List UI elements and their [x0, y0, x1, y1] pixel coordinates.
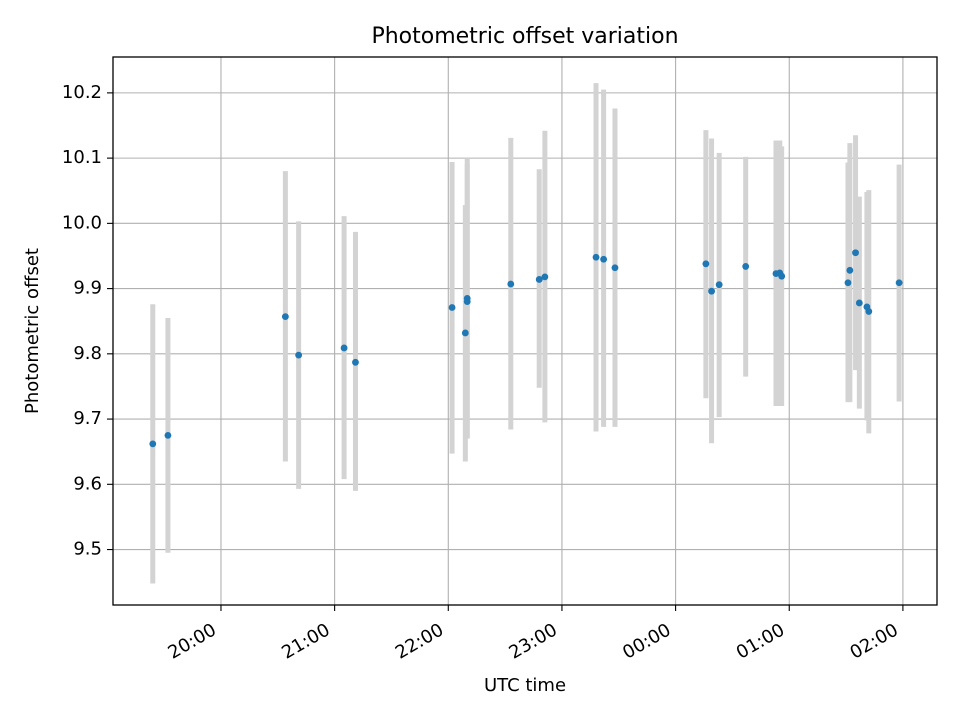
x-axis-title: UTC time: [484, 675, 566, 696]
data-point: [855, 299, 863, 307]
data-point: [149, 440, 157, 448]
data-points: [149, 249, 903, 448]
y-tick-label: 9.8: [73, 343, 102, 364]
data-point: [846, 266, 854, 274]
data-point: [164, 431, 172, 439]
data-point: [715, 281, 723, 289]
data-point: [507, 280, 515, 288]
data-point: [461, 329, 469, 337]
chart-title: Photometric offset variation: [371, 24, 678, 49]
grid: [113, 57, 937, 605]
y-tick-label: 9.7: [73, 408, 102, 429]
data-point: [895, 279, 903, 287]
data-point: [463, 298, 471, 306]
data-point: [702, 260, 710, 268]
y-axis: 9.5 9.6 9.7 9.8 9.9 10.0 10.1 10.2: [62, 82, 113, 560]
data-point: [340, 344, 348, 352]
data-point: [865, 308, 873, 315]
y-tick-label: 10.2: [62, 82, 102, 103]
data-point: [281, 313, 289, 321]
data-point: [600, 255, 608, 263]
y-tick-label: 9.6: [73, 473, 102, 494]
data-point: [778, 272, 786, 280]
data-point: [708, 287, 715, 295]
y-axis-title: Photometric offset: [22, 248, 43, 414]
data-point: [844, 279, 852, 287]
data-point: [852, 249, 859, 257]
plot-frame: [112, 56, 938, 606]
data-point: [611, 264, 619, 272]
data-point: [592, 253, 600, 261]
y-tick-label: 10.0: [62, 212, 102, 233]
data-point: [541, 273, 549, 281]
data-point: [742, 263, 750, 270]
y-tick-label: 9.5: [73, 539, 102, 560]
data-point: [352, 358, 359, 366]
y-tick-label: 10.1: [62, 147, 102, 168]
data-point: [448, 304, 456, 311]
data-point: [295, 351, 303, 359]
data-point: [535, 276, 543, 283]
y-tick-label: 9.9: [73, 278, 102, 299]
